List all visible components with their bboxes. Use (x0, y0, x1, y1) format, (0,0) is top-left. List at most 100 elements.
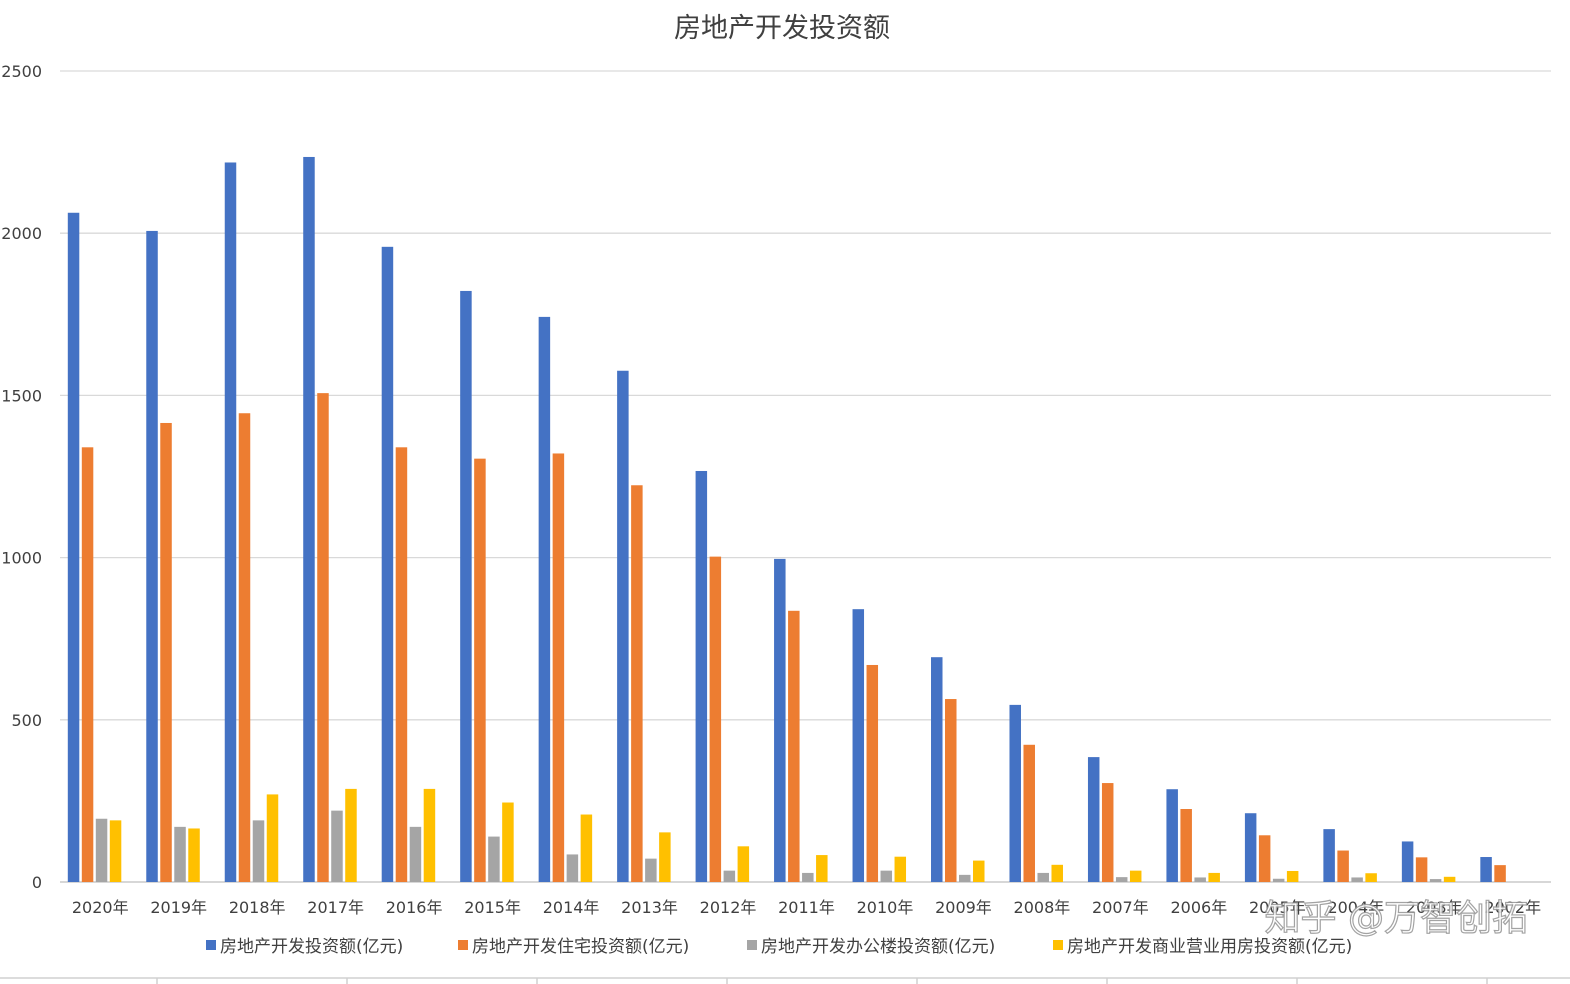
bar-1-2016年 (381, 246, 394, 882)
bar-3-2007年 (1115, 877, 1128, 882)
legend-label-2: 房地产开发住宅投资额(亿元) (472, 937, 689, 957)
bar-3-2006年 (1194, 877, 1206, 882)
x-tick-label: 2010年 (857, 898, 914, 917)
bar-2-2018年 (238, 413, 251, 882)
x-tick-label: 2011年 (778, 898, 835, 917)
legend-swatch-1 (206, 940, 216, 950)
bar-2-2019年 (160, 422, 172, 882)
x-tick-label: 2002年 (1484, 898, 1541, 917)
bar-3-2017年 (331, 810, 343, 882)
bar-3-2015年 (488, 836, 500, 882)
bar-2-2020年 (81, 447, 94, 882)
bar-2-2004年 (1337, 850, 1349, 882)
bar-2-2017年 (317, 393, 329, 882)
bar-3-2018年 (252, 820, 265, 882)
x-tick-label: 2020年 (72, 898, 129, 917)
legend-swatch-4 (1053, 940, 1063, 950)
y-tick-label: 2000 (1, 224, 42, 243)
x-tick-label: 2012年 (700, 898, 757, 917)
bar-3-2012年 (723, 870, 736, 882)
bar-2-2013年 (631, 485, 643, 882)
bar-2-2015年 (474, 458, 486, 882)
bar-1-2010年 (852, 609, 865, 882)
x-tick-label: 2009年 (935, 898, 992, 917)
y-tick-label: 500 (11, 711, 42, 730)
y-tick-label: 2500 (1, 62, 42, 81)
y-tick-label: 1000 (1, 549, 42, 568)
bar-2-2007年 (1101, 783, 1114, 882)
y-tick-label: 1500 (1, 386, 42, 405)
x-tick-label: 2017年 (307, 898, 364, 917)
bar-4-2013年 (659, 832, 671, 882)
bar-2-2008年 (1023, 744, 1035, 882)
bar-3-2019年 (174, 826, 186, 882)
x-tick-label: 2019年 (150, 898, 207, 917)
bar-2-2005年 (1258, 835, 1271, 882)
bar-2-2011年 (788, 610, 800, 882)
bar-1-2017年 (303, 156, 315, 882)
bar-4-2017年 (345, 788, 357, 882)
legend-swatch-3 (747, 940, 757, 950)
y-axis: 0 500 1000 1500 2000 2500 (1, 62, 42, 892)
x-tick-label: 2015年 (464, 898, 521, 917)
watermark: 知乎 @万智创拓 (1265, 898, 1528, 939)
gridlines (60, 70, 1551, 883)
bar-2-2002年 (1494, 865, 1506, 882)
bar-4-2005年 (1286, 870, 1299, 882)
x-tick-label: 2003年 (1406, 898, 1463, 917)
x-axis: 2020年 2019年 2018年 2017年 2016年 2015年 2014年 2013年… (72, 898, 1541, 917)
bar-3-2010年 (880, 870, 893, 882)
bar-1-2006年 (1166, 789, 1178, 882)
bar-4-2004年 (1365, 873, 1377, 882)
bar-1-2018年 (224, 162, 237, 882)
bar-1-2008年 (1009, 704, 1021, 882)
bar-4-2020年 (109, 820, 122, 882)
bar-1-2005年 (1244, 813, 1257, 882)
x-tick-label: 2013年 (621, 898, 678, 917)
bar-3-2014年 (566, 854, 579, 882)
x-tick-label: 2005年 (1249, 898, 1306, 917)
bar-1-2003年 (1401, 841, 1414, 882)
bar-4-2019年 (188, 828, 200, 882)
x-tick-label: 2006年 (1171, 898, 1228, 917)
legend-label-4: 房地产开发商业营业用房投资额(亿元) (1067, 937, 1352, 957)
bar-2-2003年 (1415, 857, 1428, 882)
x-tick-label: 2008年 (1014, 898, 1071, 917)
x-tick-label: 2016年 (386, 898, 443, 917)
bar-4-2011年 (816, 855, 828, 882)
bar-1-2009年 (931, 657, 943, 882)
bar-1-2004年 (1323, 829, 1335, 882)
bar-3-2003年 (1429, 879, 1442, 882)
bar-3-2011年 (802, 872, 814, 882)
bar-4-2010年 (894, 856, 907, 882)
bar-4-2009年 (973, 860, 985, 882)
bar-1-2007年 (1087, 757, 1100, 882)
bar-4-2016年 (423, 788, 436, 882)
bar-1-2011年 (774, 558, 786, 882)
x-tick-label: 2004年 (1327, 898, 1384, 917)
bar-2-2009年 (945, 699, 957, 882)
x-tick-label: 2018年 (229, 898, 286, 917)
bar-4-2007年 (1129, 870, 1142, 882)
bar-3-2020年 (95, 818, 108, 882)
bar-4-2014年 (580, 814, 593, 882)
bar-1-2020年 (67, 212, 80, 882)
bar-2-2010年 (866, 664, 879, 882)
bar-4-2006年 (1208, 872, 1220, 882)
bar-3-2005年 (1272, 878, 1285, 882)
bar-1-2002年 (1480, 857, 1492, 882)
bar-1-2019年 (146, 230, 158, 882)
bar-3-2004年 (1351, 877, 1363, 882)
bar-3-2009年 (959, 874, 971, 882)
y-tick-label: 0 (32, 873, 42, 892)
bar-4-2018年 (266, 794, 279, 882)
chart-frame (0, 977, 1570, 984)
x-tick-label: 2007年 (1092, 898, 1149, 917)
bar-3-2008年 (1037, 872, 1049, 882)
chart-title: 房地产开发投资额 (674, 13, 890, 44)
bar-1-2013年 (617, 370, 629, 882)
bar-1-2014年 (538, 316, 551, 882)
bar-series-group (67, 156, 1506, 882)
bar-2-2016年 (395, 447, 408, 882)
